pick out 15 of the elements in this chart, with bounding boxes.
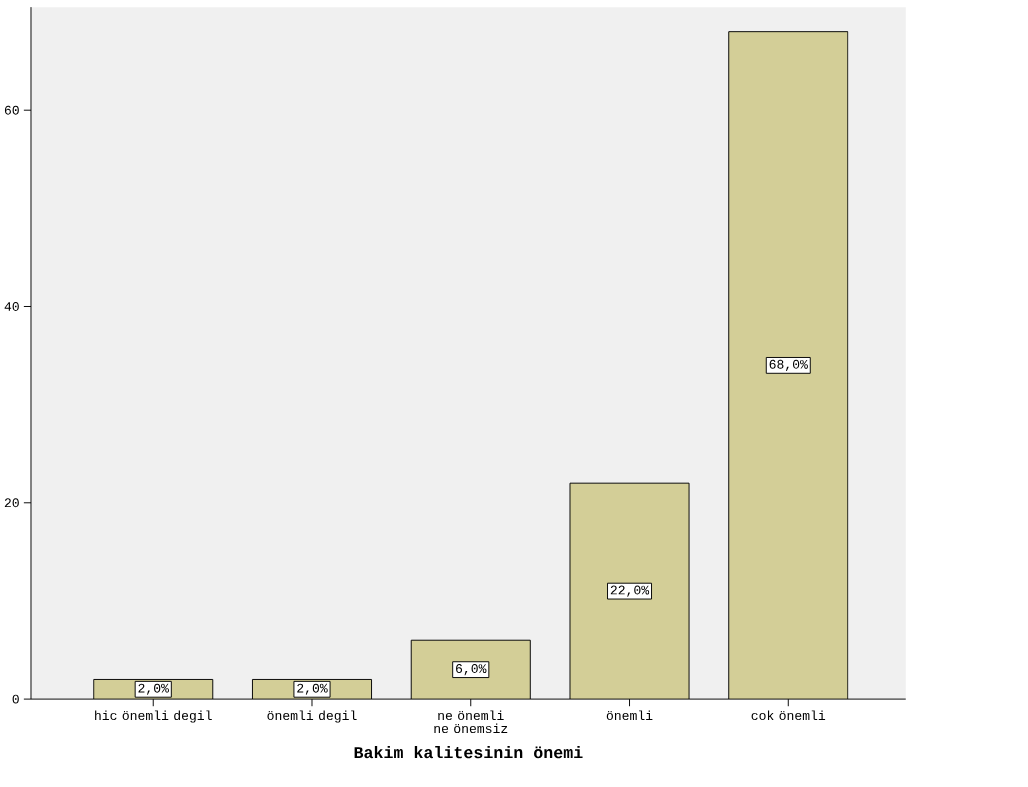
x-tick-label: hic önemli degil bbox=[95, 710, 212, 723]
data-label: 2,0% bbox=[297, 683, 328, 695]
x-axis-title: Bakim kalitesinin önemi bbox=[354, 745, 583, 759]
y-tick-label: 0 bbox=[12, 694, 19, 704]
y-tick-label: 60 bbox=[4, 105, 19, 115]
x-tick-label: önemli bbox=[606, 710, 653, 720]
data-label: 2,0% bbox=[138, 683, 169, 695]
data-label: 68,0% bbox=[769, 359, 808, 371]
data-label: 22,0% bbox=[610, 585, 650, 597]
x-tick-label: önemli degil bbox=[267, 710, 357, 723]
data-label: 6,0% bbox=[456, 663, 487, 675]
x-tick-label: cok önemli bbox=[751, 710, 826, 720]
y-tick-label: 40 bbox=[4, 301, 19, 311]
x-tick-label: ne önemli ne önemsiz bbox=[434, 710, 508, 733]
y-tick-label: 20 bbox=[4, 498, 19, 508]
